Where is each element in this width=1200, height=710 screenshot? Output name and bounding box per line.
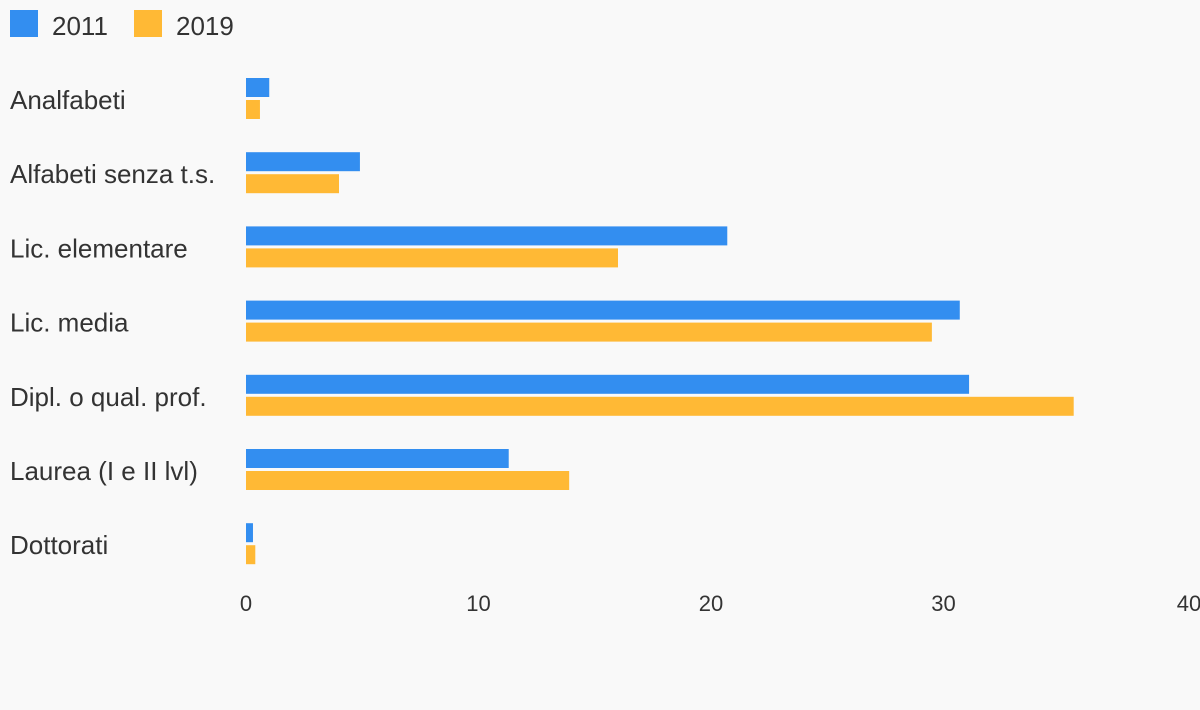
bar-2011 — [246, 374, 970, 394]
bar-2019 — [246, 174, 339, 194]
legend: 2011 2019 — [10, 10, 234, 41]
x-axis: 0 10 20 30 40 — [240, 591, 1200, 616]
category-label: Laurea (I e II lvl) — [10, 456, 198, 486]
legend-label-2019: 2019 — [176, 11, 234, 41]
bar-2019 — [246, 396, 1074, 416]
legend-swatch-2019 — [134, 10, 162, 37]
category-label: Analfabeti — [10, 85, 126, 115]
bar-2011 — [246, 152, 360, 172]
x-tick-label: 10 — [466, 591, 490, 616]
category-label: Alfabeti senza t.s. — [10, 159, 215, 189]
bar-2019 — [246, 100, 260, 119]
x-tick-label: 30 — [931, 591, 955, 616]
x-tick-label: 20 — [699, 591, 723, 616]
category-label: Dipl. o qual. prof. — [10, 382, 207, 412]
bar-2019 — [246, 248, 618, 268]
bar-2011 — [246, 78, 270, 97]
legend-swatch-2011 — [10, 10, 38, 37]
bar-2019 — [246, 471, 570, 490]
category-labels: Analfabeti Alfabeti senza t.s. Lic. elemen… — [10, 85, 215, 560]
bar-2011 — [246, 300, 960, 320]
bars — [246, 78, 1074, 565]
category-label: Lic. media — [10, 308, 129, 338]
bar-2011 — [246, 523, 253, 543]
category-label: Lic. elementare — [10, 233, 188, 263]
bar-2011 — [246, 449, 509, 468]
x-tick-label: 0 — [240, 591, 252, 616]
bar-2019 — [246, 545, 256, 565]
x-tick-label: 40 — [1177, 591, 1200, 616]
bar-2019 — [246, 322, 932, 342]
legend-label-2011: 2011 — [52, 11, 108, 41]
bar-2011 — [246, 226, 728, 246]
category-label: Dottorati — [10, 530, 108, 560]
